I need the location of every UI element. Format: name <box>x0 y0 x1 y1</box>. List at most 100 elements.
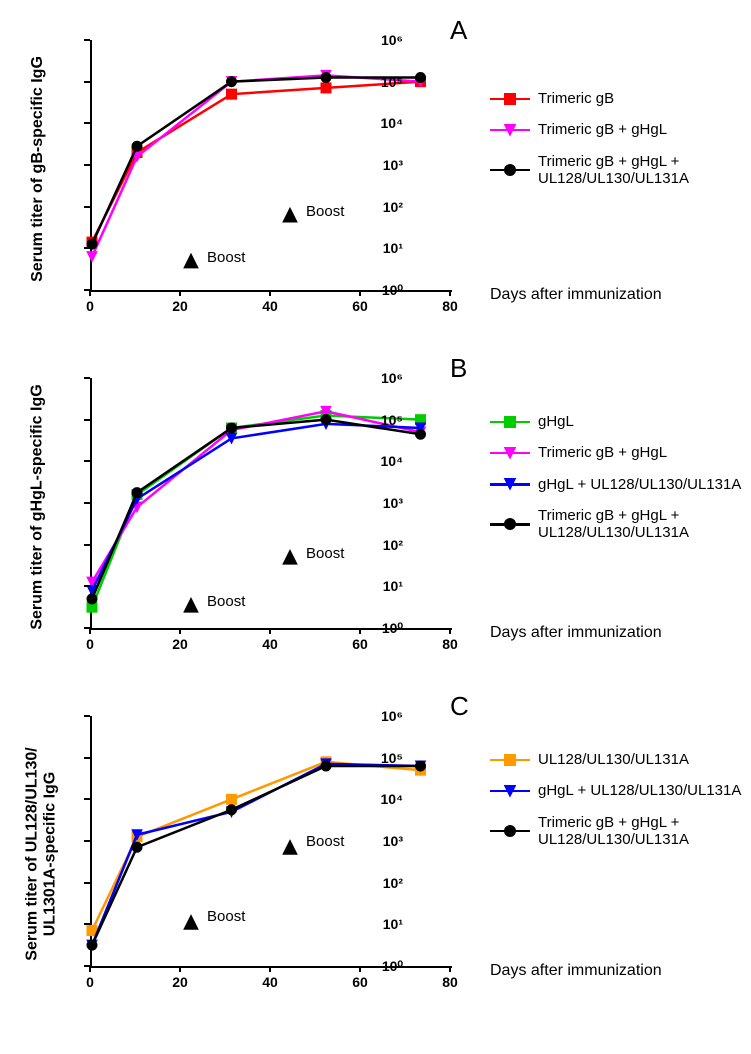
x-tick <box>269 628 271 634</box>
panel-label: C <box>450 691 469 722</box>
boost-label: Boost <box>207 593 245 610</box>
legend-text: Trimeric gB <box>538 90 614 107</box>
x-tick <box>89 628 91 634</box>
x-tick-label: 0 <box>75 298 105 314</box>
y-tick-label: 10⁴ <box>353 453 403 469</box>
y-tick-label: 10⁴ <box>353 115 403 131</box>
y-tick <box>84 206 90 208</box>
legend-marker <box>490 123 530 137</box>
legend-item: gHgL + UL128/UL130/UL131A <box>490 476 741 493</box>
legend-text: gHgL + UL128/UL130/UL131A <box>538 476 741 493</box>
y-tick <box>84 544 90 546</box>
y-tick-label: 10² <box>353 199 403 215</box>
x-axis-label: Days after immunization <box>490 286 662 304</box>
chart-panel-A: ASerum titer of gB-specific IgGDays afte… <box>20 20 751 340</box>
x-tick-label: 0 <box>75 636 105 652</box>
boost-label: Boost <box>306 545 344 562</box>
legend-marker <box>490 477 530 491</box>
y-tick <box>84 840 90 842</box>
y-tick <box>84 757 90 759</box>
legend-item: Trimeric gB + gHgL <box>490 121 689 138</box>
legend-text: Trimeric gB + gHgL <box>538 121 667 138</box>
x-tick <box>89 966 91 972</box>
legend-text: Trimeric gB + gHgL <box>538 444 667 461</box>
legend-marker <box>490 517 530 531</box>
panel-label: B <box>450 353 467 384</box>
x-tick <box>179 290 181 296</box>
legend-marker <box>490 446 530 460</box>
x-tick <box>269 290 271 296</box>
y-tick-label: 10¹ <box>353 916 403 932</box>
y-axis-label: Serum titer of UL128/UL130/ UL1301A-spec… <box>24 747 60 960</box>
y-tick <box>84 798 90 800</box>
boost-label: Boost <box>207 249 245 266</box>
x-tick-label: 60 <box>345 974 375 990</box>
x-axis-label: Days after immunization <box>490 962 662 980</box>
x-tick-label: 40 <box>255 974 285 990</box>
y-tick-label: 10⁵ <box>353 750 403 766</box>
y-tick <box>84 39 90 41</box>
y-tick <box>84 715 90 717</box>
y-tick <box>84 247 90 249</box>
legend-text: gHgL + UL128/UL130/UL131A <box>538 782 741 799</box>
legend-marker <box>490 415 530 429</box>
x-axis-label: Days after immunization <box>490 624 662 642</box>
y-tick <box>84 882 90 884</box>
legend-text: Trimeric gB + gHgL + UL128/UL130/UL131A <box>538 153 689 188</box>
y-tick-label: 10⁴ <box>353 791 403 807</box>
legend-item: UL128/UL130/UL131A <box>490 751 741 768</box>
legend-item: gHgL <box>490 413 741 430</box>
x-tick-label: 20 <box>165 974 195 990</box>
x-tick <box>359 966 361 972</box>
legend-marker <box>490 753 530 767</box>
x-tick <box>179 628 181 634</box>
legend-item: Trimeric gB + gHgL <box>490 444 741 461</box>
x-tick-label: 20 <box>165 298 195 314</box>
y-tick <box>84 377 90 379</box>
legend-item: Trimeric gB + gHgL + UL128/UL130/UL131A <box>490 814 741 849</box>
y-tick-label: 10³ <box>353 833 403 849</box>
x-tick-label: 80 <box>435 298 465 314</box>
y-tick-label: 10⁶ <box>353 708 403 724</box>
boost-label: Boost <box>306 833 344 850</box>
panel-label: A <box>450 15 467 46</box>
y-tick-label: 10³ <box>353 157 403 173</box>
y-tick-label: 10² <box>353 537 403 553</box>
y-tick <box>84 460 90 462</box>
y-tick <box>84 164 90 166</box>
y-tick-label: 10² <box>353 875 403 891</box>
y-axis-label: Serum titer of gHgL-specific IgG <box>29 384 47 629</box>
x-tick <box>449 290 451 296</box>
y-tick <box>84 502 90 504</box>
x-tick-label: 0 <box>75 974 105 990</box>
x-tick <box>269 966 271 972</box>
boost-label: Boost <box>207 908 245 925</box>
legend: UL128/UL130/UL131A gHgL + UL128/UL130/UL… <box>490 751 741 862</box>
chart-panel-C: CSerum titer of UL128/UL130/ UL1301A-spe… <box>20 696 751 1016</box>
y-axis-label: Serum titer of gB-specific IgG <box>29 56 47 282</box>
x-tick-label: 40 <box>255 298 285 314</box>
y-tick-label: 10³ <box>353 495 403 511</box>
y-tick-label: 10⁵ <box>353 412 403 428</box>
x-tick-label: 40 <box>255 636 285 652</box>
x-tick <box>449 966 451 972</box>
boost-label: Boost <box>306 203 344 220</box>
legend-text: UL128/UL130/UL131A <box>538 751 689 768</box>
x-tick <box>179 966 181 972</box>
legend-item: gHgL + UL128/UL130/UL131A <box>490 782 741 799</box>
legend-marker <box>490 784 530 798</box>
y-tick <box>84 81 90 83</box>
chart-panel-B: BSerum titer of gHgL-specific IgGDays af… <box>20 358 751 678</box>
x-tick-label: 80 <box>435 974 465 990</box>
x-tick <box>449 628 451 634</box>
legend-item: Trimeric gB + gHgL + UL128/UL130/UL131A <box>490 153 689 188</box>
legend-text: Trimeric gB + gHgL + UL128/UL130/UL131A <box>538 814 689 849</box>
x-tick-label: 80 <box>435 636 465 652</box>
y-tick-label: 10⁵ <box>353 74 403 90</box>
y-tick <box>84 923 90 925</box>
x-tick-label: 60 <box>345 636 375 652</box>
y-tick-label: 10¹ <box>353 578 403 594</box>
x-tick <box>359 290 361 296</box>
y-tick-label: 10¹ <box>353 240 403 256</box>
y-tick-label: 10⁶ <box>353 370 403 386</box>
